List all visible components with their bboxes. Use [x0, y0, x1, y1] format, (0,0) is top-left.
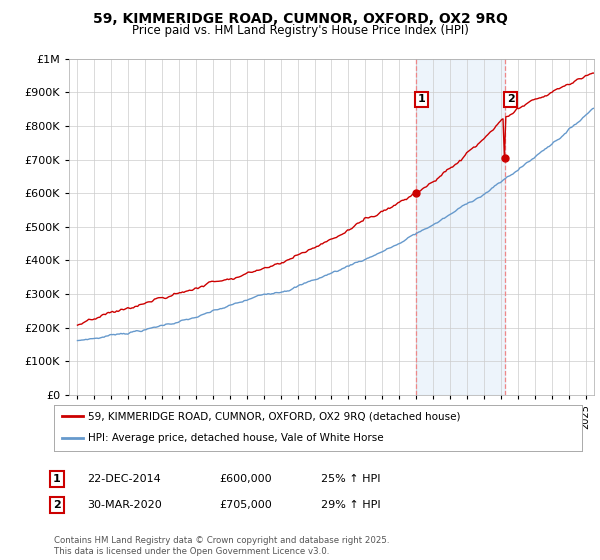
Text: 25% ↑ HPI: 25% ↑ HPI: [321, 474, 380, 484]
Text: 29% ↑ HPI: 29% ↑ HPI: [321, 500, 380, 510]
Text: HPI: Average price, detached house, Vale of White Horse: HPI: Average price, detached house, Vale…: [88, 433, 384, 443]
Text: 2: 2: [507, 95, 515, 105]
Text: 1: 1: [418, 95, 425, 105]
Text: 59, KIMMERIDGE ROAD, CUMNOR, OXFORD, OX2 9RQ (detached house): 59, KIMMERIDGE ROAD, CUMNOR, OXFORD, OX2…: [88, 412, 461, 421]
Text: 30-MAR-2020: 30-MAR-2020: [87, 500, 162, 510]
Text: 2: 2: [53, 500, 61, 510]
Text: Contains HM Land Registry data © Crown copyright and database right 2025.
This d: Contains HM Land Registry data © Crown c…: [54, 536, 389, 556]
Text: £705,000: £705,000: [219, 500, 272, 510]
Text: 22-DEC-2014: 22-DEC-2014: [87, 474, 161, 484]
Bar: [416, 59, 505, 395]
Text: 59, KIMMERIDGE ROAD, CUMNOR, OXFORD, OX2 9RQ: 59, KIMMERIDGE ROAD, CUMNOR, OXFORD, OX2…: [92, 12, 508, 26]
Text: £600,000: £600,000: [219, 474, 272, 484]
Text: 1: 1: [53, 474, 61, 484]
Text: Price paid vs. HM Land Registry's House Price Index (HPI): Price paid vs. HM Land Registry's House …: [131, 24, 469, 37]
